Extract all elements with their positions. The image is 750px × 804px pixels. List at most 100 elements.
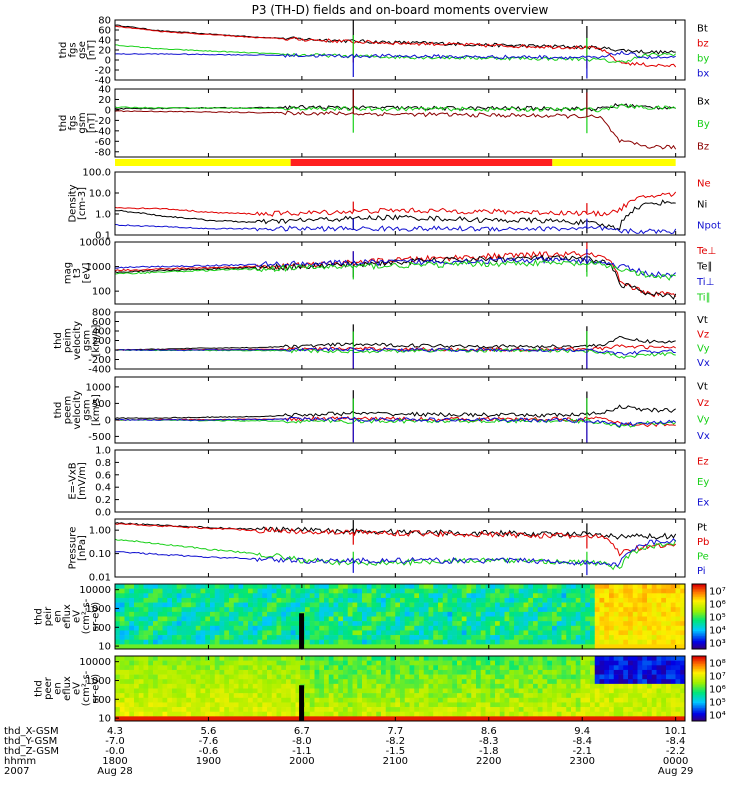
spectrogram-cell	[248, 611, 254, 617]
spectrogram-cell	[528, 707, 534, 713]
spectrogram-cell	[647, 602, 653, 608]
spectrogram-cell	[271, 635, 277, 641]
spectrogram-cell	[404, 602, 410, 608]
spectrogram-cell	[176, 625, 182, 631]
spectrogram-cell	[495, 674, 501, 680]
colorbar-segment	[692, 704, 706, 707]
spectrogram-cell	[556, 593, 562, 599]
colorbar-segment	[692, 584, 706, 587]
spectrogram-cell	[205, 607, 211, 613]
spectrogram-cell	[452, 644, 458, 650]
spectrogram-cell	[267, 683, 273, 689]
spectrogram-cell	[214, 707, 220, 713]
spectrogram-cell	[585, 616, 591, 622]
spectrogram-cell	[371, 711, 377, 717]
spectrogram-cell	[495, 607, 501, 613]
spectrogram-cell	[200, 702, 206, 708]
spectrogram-cell	[661, 588, 667, 594]
spectrogram-cell	[271, 593, 277, 599]
spectrogram-cell	[461, 711, 467, 717]
spectrogram-cell	[613, 616, 619, 622]
spectrogram-cell	[219, 697, 225, 703]
spectrogram-cell	[547, 639, 553, 645]
spectrogram-cell	[186, 602, 192, 608]
spectrogram-cell	[585, 611, 591, 617]
spectrogram-cell	[571, 697, 577, 703]
spectrogram-cell	[233, 644, 239, 650]
spectrogram-cell	[428, 697, 434, 703]
spectrogram-cell	[271, 693, 277, 699]
spectrogram-cell	[528, 711, 534, 717]
y-axis-label-line: [nT]	[86, 40, 97, 60]
spectrogram-cell	[252, 716, 258, 722]
spectrogram-cell	[219, 602, 225, 608]
spectrogram-cell	[623, 693, 629, 699]
spectrogram-cell	[457, 630, 463, 636]
spectrogram-cell	[457, 616, 463, 622]
spectrogram-cell	[124, 669, 130, 675]
spectrogram-cell	[495, 716, 501, 722]
spectrogram-cell	[438, 702, 444, 708]
spectrogram-cell	[452, 707, 458, 713]
spectrogram-cell	[229, 593, 235, 599]
spectrogram-cell	[148, 616, 154, 622]
spectrogram-cell	[333, 584, 339, 589]
colorbar-segment	[692, 695, 706, 698]
spectrogram-cell	[632, 593, 638, 599]
spectrogram-cell	[324, 656, 330, 661]
spectrogram-cell	[276, 683, 282, 689]
spectrogram-cell	[176, 674, 182, 680]
spectrogram-cell	[338, 688, 344, 694]
spectrogram-cell	[651, 660, 657, 666]
spectrogram-cell	[224, 607, 230, 613]
spectrogram-cell	[561, 688, 567, 694]
spectrogram-cell	[490, 625, 496, 631]
spectrogram-cell	[680, 621, 686, 627]
spectrogram-cell	[675, 621, 681, 627]
spectrogram-cell	[219, 630, 225, 636]
spectrogram-cell	[504, 588, 510, 594]
spectrogram-cell	[343, 679, 349, 685]
spectrogram-cell	[409, 697, 415, 703]
spectrogram-cell	[447, 660, 453, 666]
y-tick-label: 10000	[79, 657, 111, 668]
spectrogram-cell	[433, 621, 439, 627]
spectrogram-cell	[585, 669, 591, 675]
spectrogram-cell	[115, 625, 121, 631]
spectrogram-cell	[395, 588, 401, 594]
spectrogram-cell	[200, 597, 206, 603]
spectrogram-cell	[138, 688, 144, 694]
spectrogram-cell	[381, 644, 387, 650]
spectrogram-cell	[670, 679, 676, 685]
spectrogram-cell	[138, 621, 144, 627]
y-tick-label: 0	[105, 56, 111, 67]
colorbar-segment	[692, 719, 706, 722]
legend-entry: Te⊥	[696, 246, 716, 257]
spectrogram-cell	[157, 630, 163, 636]
spectrogram-cell	[542, 697, 548, 703]
spectrogram-cell	[115, 669, 121, 675]
spectrogram-cell	[404, 635, 410, 641]
spectrogram-cell	[495, 644, 501, 650]
spectrogram-cell	[286, 635, 292, 641]
spectrogram-cell	[276, 697, 282, 703]
spectrogram-cell	[219, 702, 225, 708]
spectrogram-cell	[181, 665, 187, 671]
spectrogram-cell	[124, 602, 130, 608]
spectrogram-cell	[599, 660, 605, 666]
spectrogram-cell	[599, 674, 605, 680]
colorbar-segment	[692, 691, 706, 694]
spectrogram-cell	[618, 683, 624, 689]
spectrogram-cell	[129, 584, 135, 589]
spectrogram-cell	[651, 635, 657, 641]
spectrogram-cell	[419, 707, 425, 713]
spectrogram-cell	[271, 630, 277, 636]
spectrogram-cell	[471, 688, 477, 694]
spectrogram-cell	[414, 669, 420, 675]
spectrogram-cell	[295, 656, 301, 661]
series-group	[115, 324, 676, 369]
spectrogram-cell	[594, 602, 600, 608]
spectrogram-cell	[381, 665, 387, 671]
spectrogram-cell	[129, 644, 135, 650]
spectrogram-cell	[518, 621, 524, 627]
